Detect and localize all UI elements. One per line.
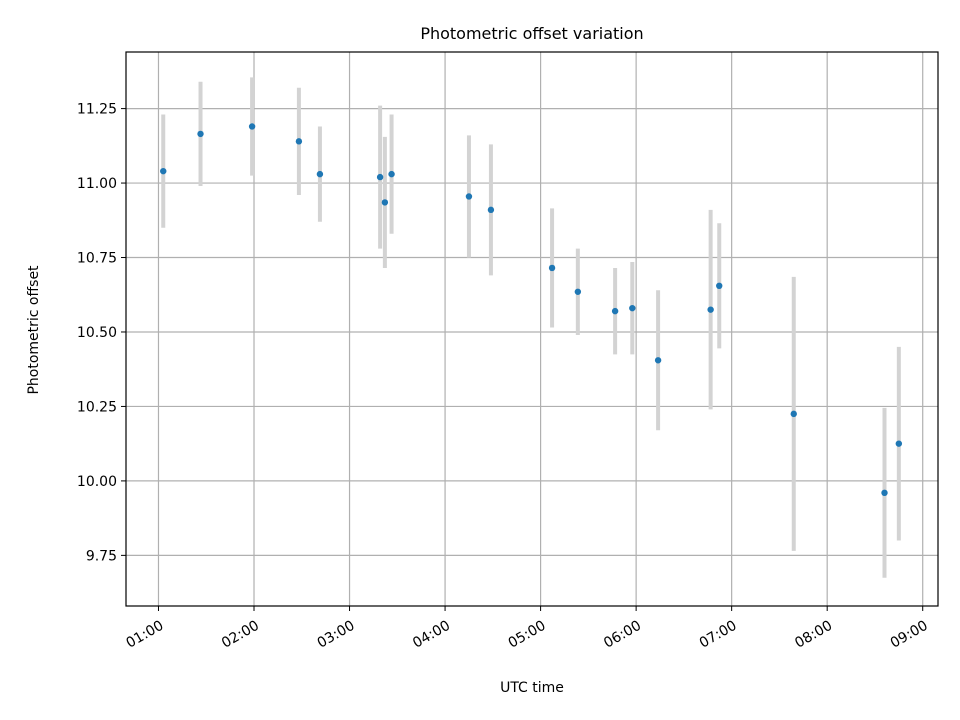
data-point [548,264,556,272]
data-point [376,173,384,181]
axis-ticks: 01:00 02:00 03:00 04:00 05:00 06:00 07:00 08:00… [77,102,931,652]
y-tick-label: 10.25 [77,399,117,415]
chart-title: Photometric offset variation [420,24,643,43]
y-tick-label: 10.50 [77,325,117,341]
x-tick-label: 03:00 [315,618,358,652]
axes-frame [125,51,939,607]
x-tick-label: 02:00 [219,618,262,652]
grid-layer [126,52,938,606]
data-point [248,123,256,130]
data-point [611,307,619,315]
y-tick-label: 11.25 [77,102,117,118]
data-point [160,167,167,175]
data-point [316,170,324,178]
data-point [197,130,204,138]
y-tick-label: 9.75 [86,548,117,564]
data-point [881,489,888,497]
data-point [654,357,662,364]
y-tick-label: 11.00 [77,176,117,192]
x-tick-label: 04:00 [410,618,453,652]
data-point [574,288,582,295]
x-axis-label: UTC time [500,680,564,696]
data-point [487,206,495,214]
y-tick-label: 10.00 [77,474,117,490]
data-point [790,410,797,418]
data-points [160,123,903,497]
data-point [629,304,636,312]
data-point [381,199,389,206]
data-point [716,282,723,290]
x-tick-label: 08:00 [792,618,835,652]
x-tick-label: 07:00 [697,618,740,652]
data-point [388,170,395,178]
data-point [707,306,714,313]
x-tick-label: 06:00 [601,618,644,652]
x-tick-label: 09:00 [888,618,931,652]
y-tick-label: 10.75 [77,251,117,267]
x-tick-label: 01:00 [124,618,167,652]
data-point [465,193,473,200]
y-axis-label: Photometric offset [26,265,42,395]
error-bars [161,77,901,578]
x-tick-label: 05:00 [506,618,549,652]
data-point [895,440,903,447]
data-point [295,138,303,145]
